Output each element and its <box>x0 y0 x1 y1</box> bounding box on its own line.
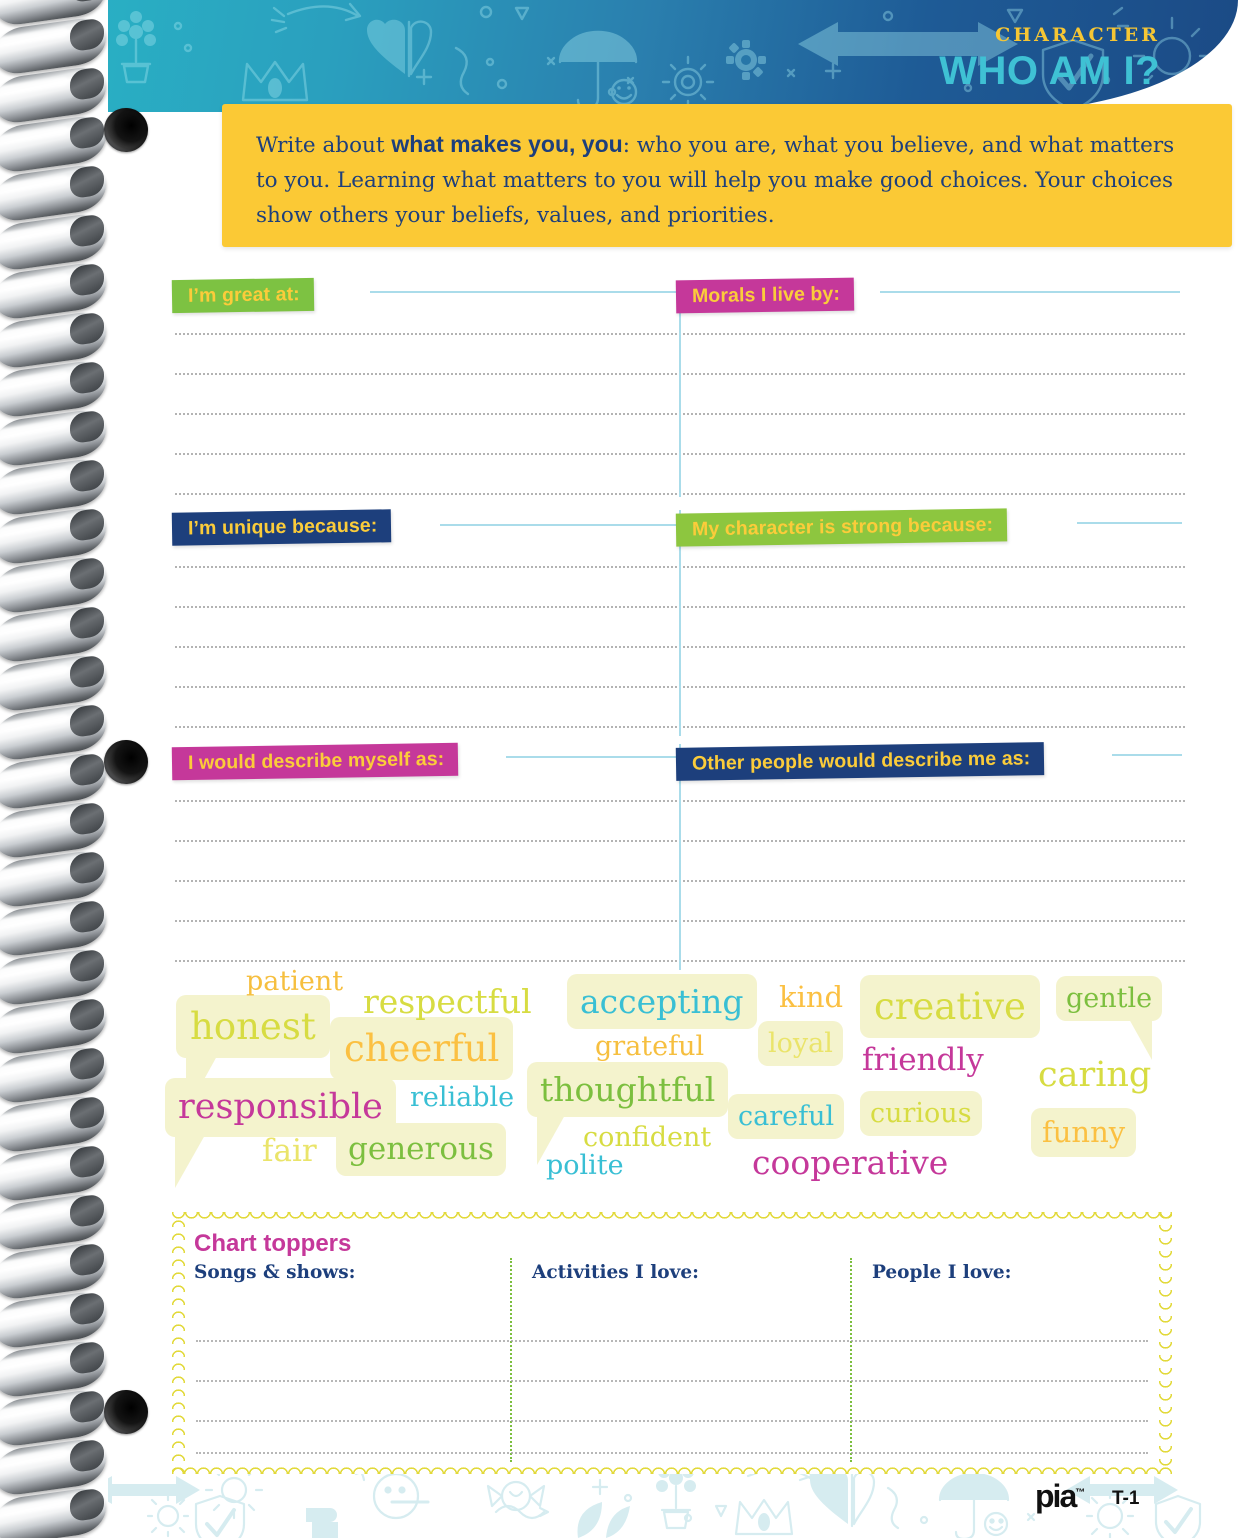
instruction-emphasis: what makes you, you <box>391 131 623 157</box>
instruction-after: : who you are, what you believe, and wha… <box>256 133 1175 228</box>
trait-word[interactable]: creative <box>874 985 1026 1028</box>
header-eyebrow: CHARACTER <box>995 24 1160 46</box>
trait-word-bubble <box>330 1017 514 1080</box>
trait-word-bubble <box>1056 976 1163 1021</box>
trait-word-bubble <box>758 1021 843 1066</box>
trait-word[interactable]: caring <box>1038 1055 1152 1095</box>
section-1-left-headrule <box>370 291 682 293</box>
topper-column-divider-1 <box>510 1258 512 1462</box>
trait-word[interactable]: confident <box>583 1122 712 1153</box>
topper-writing-line[interactable] <box>196 1420 1148 1422</box>
trademark-mark: ™ <box>1075 1487 1086 1499</box>
section-3: I would describe myself as: Other people… <box>0 742 1238 970</box>
speech-bubble-tail <box>175 1135 205 1188</box>
topper-column-divider-2 <box>850 1258 852 1462</box>
trait-word-bubble <box>860 975 1040 1038</box>
section-2-vertical-divider <box>679 510 681 736</box>
topper-writing-line[interactable] <box>196 1380 1148 1382</box>
trait-word[interactable]: respectful <box>363 982 532 1021</box>
trait-word[interactable]: funny <box>1042 1115 1126 1149</box>
trait-word[interactable]: reliable <box>410 1082 515 1113</box>
topper-column-head-activities: Activities I love: <box>532 1262 699 1283</box>
section-3-left-label: I would describe myself as: <box>171 742 459 781</box>
trait-word[interactable]: gentle <box>1066 983 1153 1014</box>
speech-bubble-tail <box>1129 1019 1153 1060</box>
trait-word[interactable]: patient <box>246 966 344 997</box>
section-1-right-label: Morals I live by: <box>675 277 855 314</box>
topper-column-head-songs: Songs & shows: <box>194 1262 356 1283</box>
trait-word-bubble <box>1031 1108 1137 1157</box>
trait-word[interactable]: cheerful <box>344 1027 500 1070</box>
header-title-block: CHARACTER WHO AM I? <box>939 24 1160 94</box>
footer-doodle-pattern <box>88 1462 1202 1538</box>
scallop-border-bottom <box>172 1461 1172 1474</box>
chart-toppers-title: Chart toppers <box>194 1230 352 1257</box>
trait-word-bubble <box>860 1091 982 1136</box>
section-2: I’m unique because: My character is stro… <box>0 508 1238 736</box>
pia-logo: pia™ <box>1035 1478 1085 1515</box>
section-3-left-headrule <box>506 756 682 758</box>
page-number: T-1 <box>1112 1488 1140 1509</box>
pia-logo-text: pia <box>1035 1478 1077 1514</box>
punch-hole <box>104 108 148 152</box>
section-1: I’m great at: Morals I live by: <box>0 275 1238 497</box>
trait-word[interactable]: honest <box>190 1005 316 1048</box>
punch-hole <box>104 1390 148 1434</box>
footer-doodle-strip <box>88 1462 1238 1538</box>
section-2-left-label: I’m unique because: <box>171 509 392 546</box>
scallop-border-left <box>172 1212 185 1474</box>
trait-word[interactable]: friendly <box>862 1042 984 1078</box>
trait-word[interactable]: fair <box>262 1133 317 1169</box>
trait-word[interactable]: responsible <box>178 1087 383 1127</box>
chart-toppers-box: Chart toppers Songs & shows: Activities … <box>172 1212 1172 1474</box>
topper-writing-line[interactable] <box>196 1340 1148 1342</box>
trait-word-bubble <box>567 974 757 1029</box>
trait-word-bubble <box>336 1123 506 1176</box>
section-1-right-label-text: Morals I live by: <box>691 282 841 308</box>
trait-word[interactable]: grateful <box>595 1031 705 1062</box>
section-2-left-label-text: I’m unique because: <box>187 514 378 540</box>
section-2-right-headrule <box>1077 522 1182 524</box>
trait-word-bubble <box>728 1094 845 1139</box>
topper-column-head-people: People I love: <box>872 1262 1012 1283</box>
section-3-right-label-text: Other people would describe me as: <box>691 747 1031 775</box>
section-3-left-label-text: I would describe myself as: <box>187 747 445 774</box>
trait-word[interactable]: polite <box>546 1150 624 1181</box>
instruction-box: Write about what makes you, you: who you… <box>222 104 1232 247</box>
section-2-left-headrule <box>440 524 682 526</box>
spiral-binding <box>0 0 108 1538</box>
section-3-right-headrule <box>1112 754 1182 756</box>
header-doodle-pattern <box>92 2 1238 112</box>
trait-word[interactable]: loyal <box>768 1028 833 1059</box>
page-title: WHO AM I? <box>939 49 1160 93</box>
trait-word-bubble <box>527 1062 729 1117</box>
trait-word[interactable]: thoughtful <box>540 1070 716 1109</box>
trait-word[interactable]: generous <box>348 1131 494 1167</box>
section-1-vertical-divider <box>679 293 681 497</box>
instruction-before: Write about <box>256 133 392 158</box>
page-header-banner: CHARACTER WHO AM I? <box>88 0 1238 112</box>
scallop-border-top <box>172 1212 1172 1225</box>
character-trait-word-cloud: patient honest respectful cheerful accepting… <box>0 960 1238 1195</box>
trait-word[interactable]: careful <box>738 1101 835 1132</box>
trait-word[interactable]: curious <box>870 1098 972 1129</box>
trait-word[interactable]: accepting <box>580 982 744 1021</box>
trait-word[interactable]: cooperative <box>752 1143 949 1182</box>
punch-hole <box>104 740 148 784</box>
section-1-left-label-text: I’m great at: <box>187 283 300 307</box>
scallop-border-right <box>1159 1212 1172 1474</box>
trait-word[interactable]: kind <box>779 980 844 1014</box>
section-1-left-label: I’m great at: <box>171 277 315 314</box>
section-2-right-label: My character is strong because: <box>675 508 1008 547</box>
section-3-right-label: Other people would describe me as: <box>675 742 1045 781</box>
trait-word-bubble <box>176 995 330 1058</box>
section-3-vertical-divider <box>679 744 681 970</box>
section-1-right-headrule <box>880 291 1180 293</box>
instruction-text: Write about what makes you, you: who you… <box>256 126 1198 233</box>
speech-bubble-tail <box>537 1115 565 1165</box>
topper-writing-line[interactable] <box>196 1452 1148 1454</box>
section-2-right-label-text: My character is strong because: <box>691 513 994 541</box>
